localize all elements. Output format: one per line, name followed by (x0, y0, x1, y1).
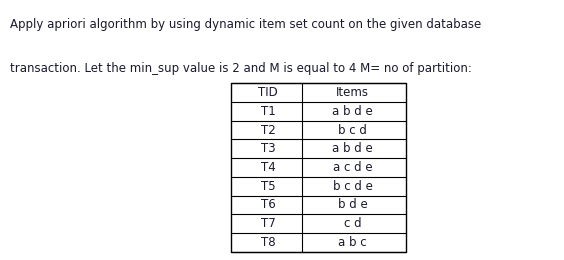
Text: T4: T4 (261, 161, 275, 174)
Text: a b c: a b c (338, 236, 367, 249)
Text: b c d e: b c d e (333, 180, 372, 193)
Text: Apply apriori algorithm by using dynamic item set count on the given database: Apply apriori algorithm by using dynamic… (10, 18, 482, 31)
Text: a c d e: a c d e (333, 161, 372, 174)
Text: T8: T8 (261, 236, 275, 249)
Text: TID: TID (258, 86, 278, 99)
Text: T5: T5 (261, 180, 275, 193)
Text: T7: T7 (261, 217, 275, 230)
Text: T6: T6 (261, 198, 275, 211)
Text: T1: T1 (261, 105, 275, 118)
Text: transaction. Let the min_sup value is 2 and M is equal to 4 M= no of partition:: transaction. Let the min_sup value is 2 … (10, 62, 472, 75)
Text: c d: c d (343, 217, 362, 230)
Text: T2: T2 (261, 124, 275, 136)
Text: T3: T3 (261, 142, 275, 155)
Text: a b d e: a b d e (332, 142, 373, 155)
Text: b d e: b d e (338, 198, 367, 211)
Text: Items: Items (336, 86, 369, 99)
Bar (231, 83, 406, 252)
Text: b c d: b c d (338, 124, 367, 136)
Text: a b d e: a b d e (332, 105, 373, 118)
